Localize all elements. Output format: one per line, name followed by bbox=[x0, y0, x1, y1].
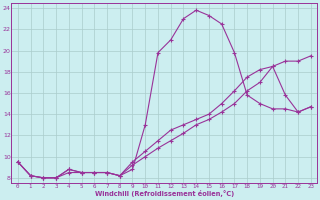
X-axis label: Windchill (Refroidissement éolien,°C): Windchill (Refroidissement éolien,°C) bbox=[95, 190, 234, 197]
